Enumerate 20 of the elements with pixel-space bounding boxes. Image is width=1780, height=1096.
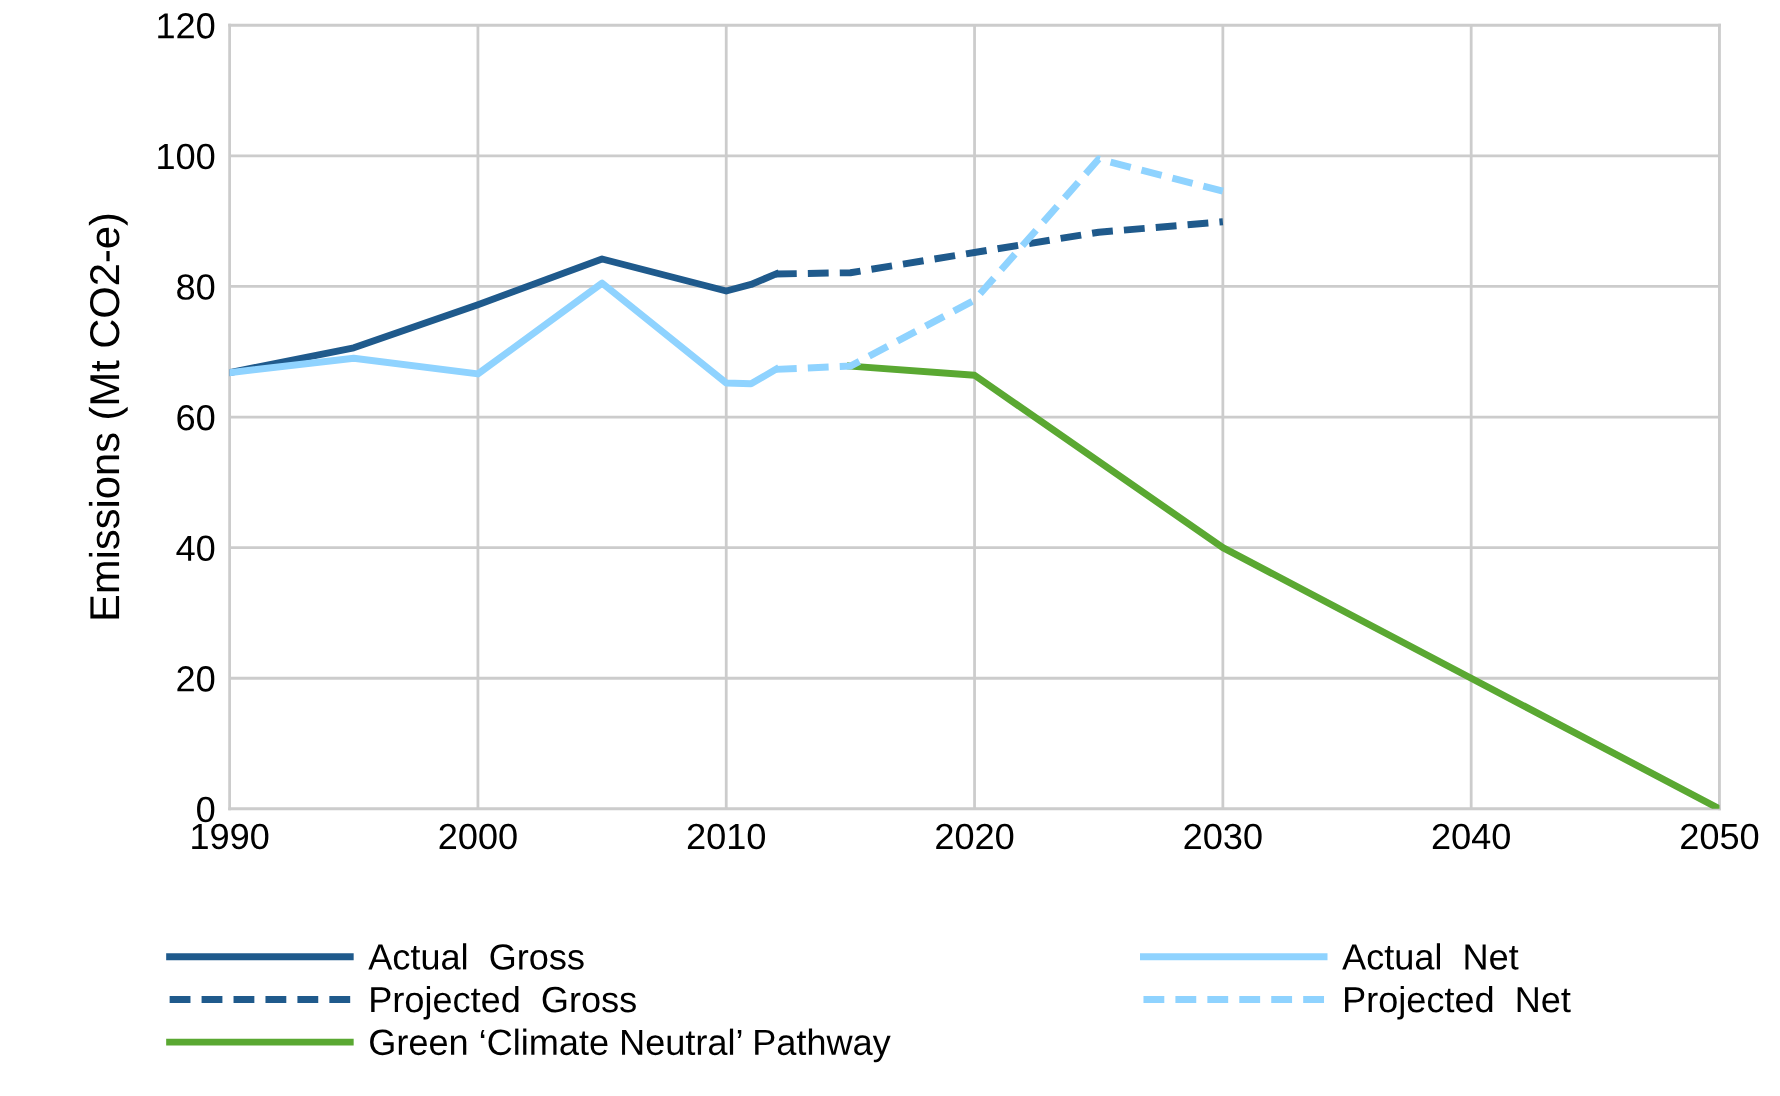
- x-tick-label: 2000: [439, 823, 517, 850]
- y-tick-label: 40: [176, 535, 215, 562]
- y-tick-label: 20: [177, 666, 215, 692]
- x-tick-label: 2030: [1184, 823, 1262, 850]
- legend-label: Actual Net: [1342, 943, 1519, 970]
- x-tick-label: 2040: [1432, 823, 1510, 850]
- legend-label: Green ‘Climate Neutral’ Pathway: [370, 1028, 891, 1063]
- x-tick-label: 2020: [936, 823, 1014, 850]
- legend-label: Projected Gross: [371, 985, 636, 1020]
- y-tick-label: 80: [177, 274, 215, 300]
- x-tick-label: 2010: [687, 823, 765, 850]
- y-tick-label: 60: [177, 404, 215, 431]
- y-tick-label: 120: [158, 13, 215, 39]
- y-tick-label: 100: [158, 143, 215, 170]
- x-tick-label: 2050: [1681, 823, 1759, 850]
- legend-label: Actual Gross: [368, 943, 584, 970]
- x-tick-label: 1990: [192, 823, 269, 850]
- legend-label: Projected Net: [1345, 985, 1571, 1020]
- y-axis-title: Emissions (Mt CO2-e): [88, 214, 128, 619]
- y-tick-label: 0: [197, 796, 215, 823]
